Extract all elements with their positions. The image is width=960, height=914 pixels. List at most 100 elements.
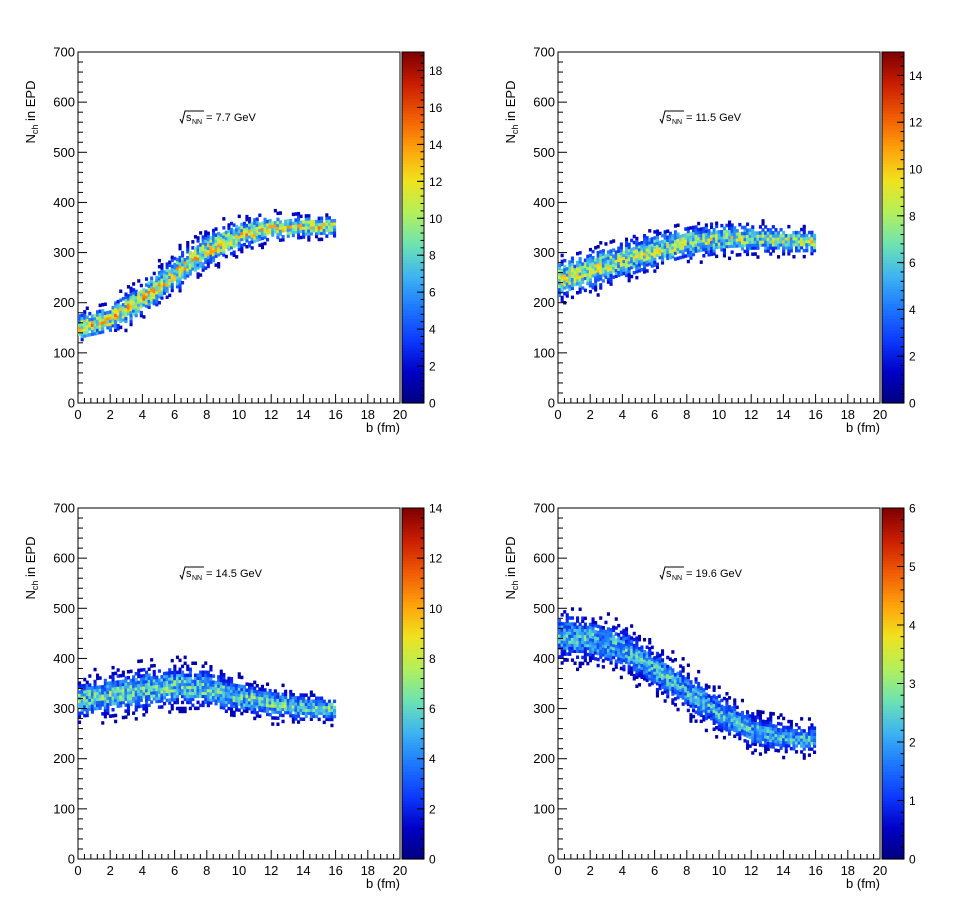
heatmap-cell — [694, 243, 698, 247]
colorbar-segment — [402, 604, 424, 609]
colorbar-segment — [402, 212, 424, 217]
heatmap-cell — [271, 230, 275, 234]
heatmap-cell — [186, 679, 190, 684]
colorbar-segment — [882, 324, 904, 328]
heatmap-cell — [565, 285, 569, 289]
heatmap-cell — [601, 629, 605, 633]
heatmap-cell — [725, 238, 729, 243]
heatmap-cell — [132, 693, 136, 697]
heatmap-cell — [658, 677, 662, 682]
heatmap-cell — [101, 721, 105, 725]
heatmap-cell — [635, 260, 639, 265]
heatmap-cell — [655, 687, 659, 692]
heatmap-cell — [129, 295, 133, 300]
heatmap-cell — [630, 259, 634, 264]
heatmap-cell — [152, 301, 156, 306]
y-tick-label: 100 — [53, 345, 75, 360]
heatmap-cell — [686, 229, 690, 234]
heatmap-cell — [570, 631, 574, 635]
heatmap-cell — [740, 731, 744, 736]
heatmap-cell — [643, 656, 647, 660]
heatmap-cell — [173, 697, 177, 702]
heatmap-cell — [188, 688, 192, 693]
heatmap-cell — [250, 704, 254, 708]
heatmap-cell — [114, 319, 118, 323]
heatmap-cell — [106, 326, 110, 330]
heatmap-cell — [769, 717, 773, 722]
heatmap-cell — [720, 704, 724, 709]
heatmap-cell — [722, 735, 726, 740]
colorbar-segment — [402, 584, 424, 588]
colorbar-segment — [882, 818, 904, 822]
heatmap-cell — [810, 233, 814, 238]
heatmap-cell — [679, 237, 683, 242]
heatmap-cell — [699, 692, 703, 696]
heatmap-cell — [663, 251, 667, 255]
heatmap-cell — [622, 256, 626, 261]
colorbar-segment — [882, 212, 904, 217]
heatmap-cell — [583, 622, 587, 627]
colorbar-segment — [402, 671, 424, 676]
colorbar-segment — [882, 551, 904, 556]
heatmap-cell — [576, 266, 580, 271]
heatmap-cell — [746, 243, 750, 248]
heatmap-cell — [617, 270, 621, 274]
colorbar-segment — [402, 265, 424, 270]
heatmap-cell — [142, 713, 146, 717]
heatmap-cell — [80, 328, 84, 333]
heatmap-cell — [699, 233, 703, 237]
heatmap-cell — [640, 675, 644, 679]
heatmap-cell — [240, 684, 244, 689]
heatmap-cell — [240, 702, 244, 707]
heatmap-cell — [625, 240, 629, 245]
heatmap-cell — [797, 738, 801, 742]
heatmap-cell — [581, 277, 585, 281]
heatmap-cell — [150, 297, 154, 302]
colorbar-segment — [402, 703, 424, 708]
heatmap-cell — [756, 255, 760, 259]
heatmap-cell — [792, 738, 796, 742]
heatmap-cell — [93, 700, 97, 705]
heatmap-cell — [720, 698, 724, 703]
heatmap-cell — [134, 708, 138, 712]
heatmap-cell — [289, 689, 293, 694]
heatmap-cell — [188, 260, 192, 264]
heatmap-cell — [650, 252, 654, 256]
colorbar-segment — [402, 844, 424, 848]
heatmap-cell — [563, 264, 567, 269]
heatmap-cell — [260, 684, 264, 689]
colorbar-segment — [402, 189, 424, 193]
heatmap-cell — [114, 698, 118, 703]
heatmap-cell — [743, 730, 747, 734]
heatmap-cell — [722, 696, 726, 701]
heatmap-cell — [643, 662, 647, 666]
colorbar-segment — [882, 826, 904, 831]
heatmap-cell — [784, 246, 788, 250]
heatmap-cell — [150, 294, 154, 299]
heatmap-cell — [132, 690, 136, 694]
heatmap-cell — [730, 721, 734, 725]
heatmap-cell — [648, 638, 652, 642]
heatmap-cell — [570, 262, 574, 266]
heatmap-cell — [686, 702, 690, 707]
heatmap-cell — [276, 704, 280, 708]
heatmap-cell — [609, 658, 613, 662]
heatmap-cell — [309, 232, 313, 236]
heatmap-cell — [601, 659, 605, 663]
heatmap-cell — [686, 663, 690, 667]
heatmap-cell — [119, 689, 123, 693]
heatmap-cell — [132, 312, 136, 316]
heatmap-cell — [78, 699, 82, 703]
colorbar-segment — [402, 332, 424, 337]
heatmap-cell — [199, 261, 203, 265]
heatmap-cell — [255, 693, 259, 697]
heatmap-cell — [193, 235, 197, 239]
heatmap-cell — [655, 232, 659, 236]
colorbar-segment — [882, 177, 904, 182]
heatmap-cell — [139, 686, 143, 690]
colorbar-segment — [402, 744, 424, 749]
heatmap-cell — [751, 225, 755, 229]
heatmap-cell — [666, 685, 670, 690]
heatmap-cell — [186, 676, 190, 681]
heatmap-cell — [692, 687, 696, 692]
